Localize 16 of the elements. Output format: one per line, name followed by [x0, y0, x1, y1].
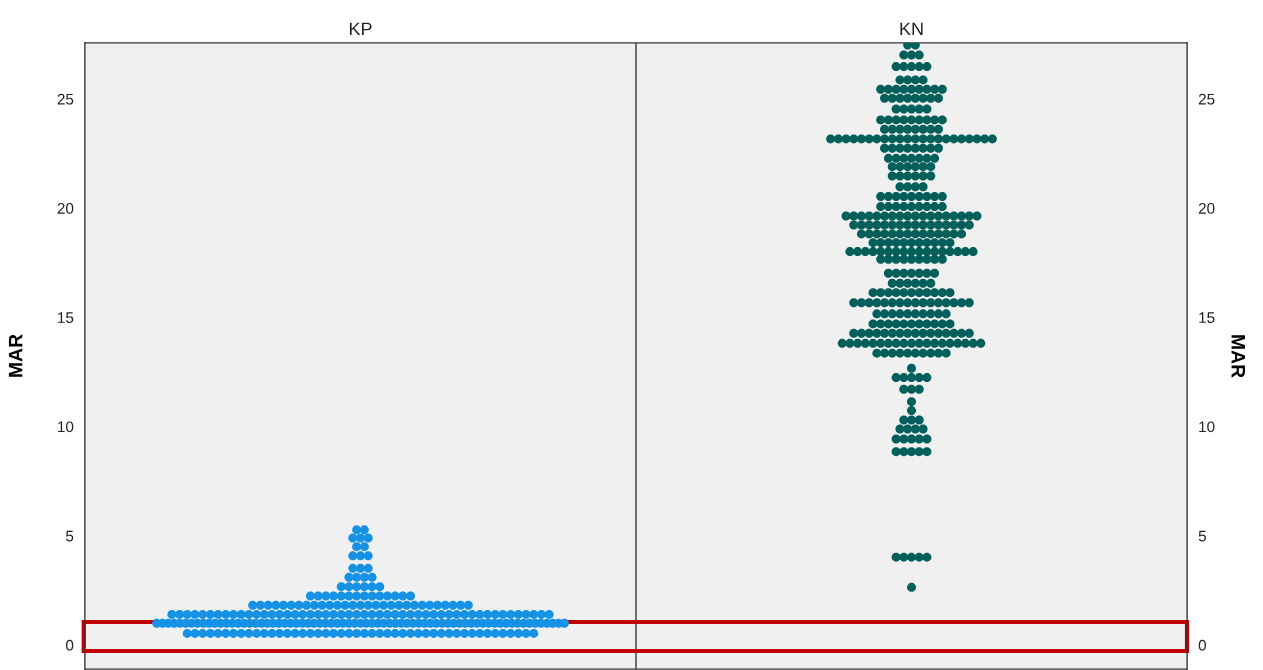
x-tick-label: KN: [900, 22, 923, 36]
y-tick-label: 20: [57, 203, 74, 214]
y-tick-label: 5: [66, 530, 74, 542]
y2-tick-label: 25: [1198, 93, 1215, 105]
y-tick-label: 10: [58, 421, 74, 433]
y2-tick-label: 20: [1198, 203, 1215, 214]
y2-tick-label: 0: [1198, 639, 1207, 651]
y2-axis-title: MAR: [1231, 335, 1245, 378]
x-tick-label: KP: [349, 22, 372, 36]
y2-tick-label: 5: [1198, 530, 1206, 542]
y-axis-title: MAR: [8, 334, 23, 377]
y2-tick-label: 15: [1199, 312, 1215, 324]
y-tick-label: 0: [65, 639, 74, 651]
y2-tick-label: 10: [1199, 421, 1215, 433]
y-tick-label: 15: [58, 312, 74, 324]
y-tick-label: 25: [57, 93, 74, 105]
